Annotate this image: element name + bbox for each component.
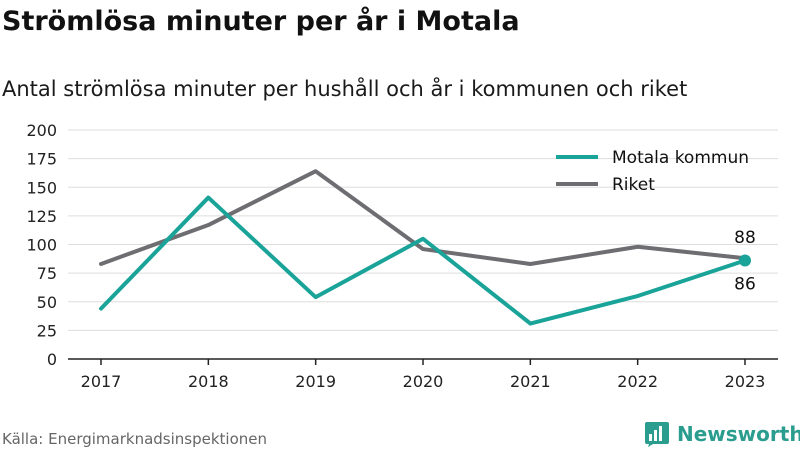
- series-line-riket: [99, 169, 747, 266]
- gridlines: [68, 129, 778, 331]
- end-point-marker: [739, 254, 751, 267]
- y-tick-label: 150: [26, 178, 57, 197]
- x-tick-label: 2019: [295, 372, 336, 391]
- x-tick-label: 2022: [617, 372, 658, 391]
- x-tick-label: 2023: [725, 372, 766, 391]
- bar-chart-logo-icon: [645, 422, 669, 447]
- y-tick-label: 175: [26, 150, 57, 169]
- newsworthy-logo: Newsworthy: [644, 421, 800, 447]
- y-tick-label: 125: [26, 207, 57, 226]
- x-tick-label: 2018: [188, 372, 229, 391]
- y-tick-label: 100: [26, 236, 57, 255]
- legend: Motala kommun Riket: [556, 148, 749, 195]
- chart-subtitle: Antal strömlösa minuter per hushåll och …: [2, 77, 688, 101]
- y-tick-label: 75: [37, 264, 57, 283]
- y-tick-label: 25: [37, 321, 57, 340]
- source-note: Källa: Energimarknadsinspektionen: [2, 430, 268, 448]
- x-tick-label: 2020: [403, 372, 444, 391]
- y-tick-label: 50: [37, 293, 57, 312]
- legend-label: Riket: [612, 175, 655, 195]
- end-label-riket: 88: [734, 228, 756, 248]
- chart-title: Strömlösa minuter per år i Motala: [2, 6, 520, 37]
- y-tick-label: 0: [47, 350, 57, 369]
- x-tick-label: 2021: [510, 372, 551, 391]
- y-tick-label: 200: [26, 121, 57, 140]
- y-axis-ticks: 0 25 50 75 100 125 150 175 200: [26, 121, 57, 369]
- end-label-motala: 86: [734, 275, 756, 295]
- brand-name: Newsworthy: [677, 422, 800, 446]
- legend-label: Motala kommun: [612, 148, 749, 168]
- x-tick-label: 2017: [81, 372, 122, 391]
- x-axis: 2017 2018 2019 2020 2021 2022 2023: [68, 358, 778, 391]
- series-line-motala: [99, 195, 747, 326]
- series-lines: 88 86: [99, 169, 756, 326]
